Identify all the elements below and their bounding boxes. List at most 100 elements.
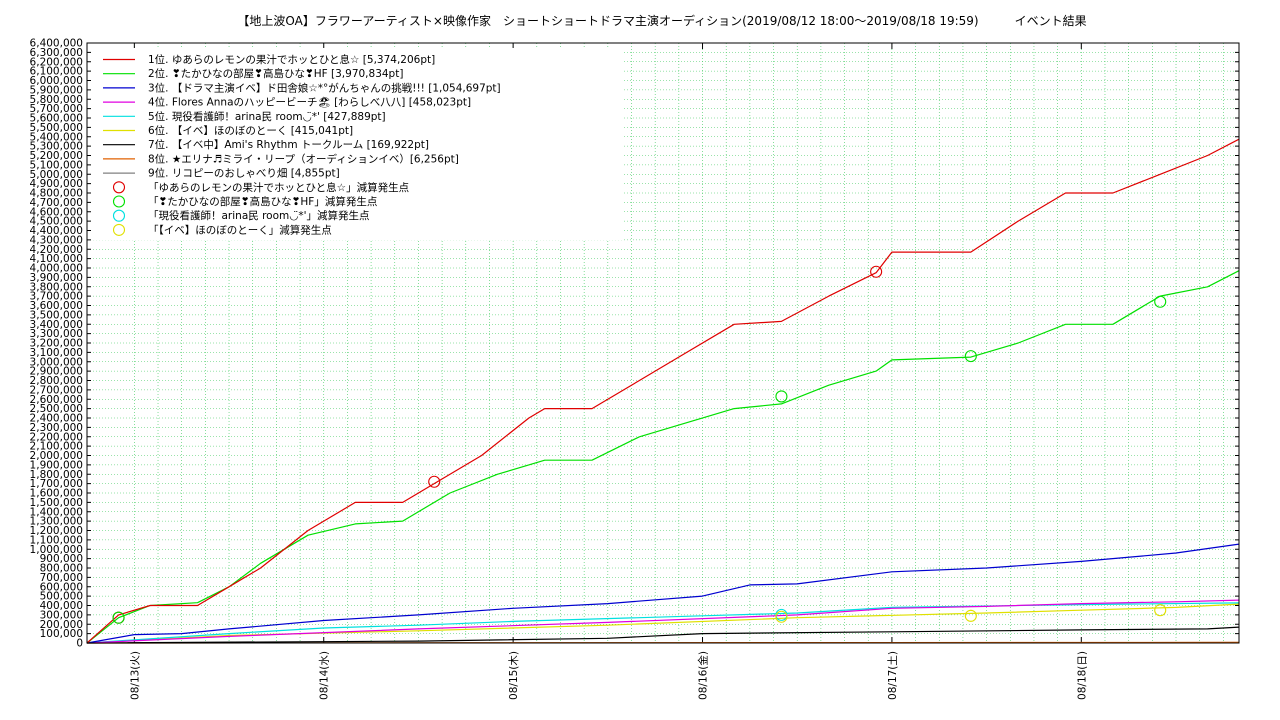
y-tick-label: 3,200,000 [30,338,83,350]
marker-point-4 [964,609,977,622]
y-tick-label: 3,400,000 [30,319,83,331]
y-tick-label: 300,000 [40,609,83,621]
legend-entry-6: 6位. 【イベ】ほのぼのとーく [415,041pt] [148,124,353,137]
y-tick-label: 0 [76,638,83,650]
marker-point-1 [428,475,441,488]
legend-marker-label-1: 「ゆあらのレモンの果汁でホッとひと息☆」減算発生点 [148,181,409,194]
y-tick-label: 2,600,000 [30,394,83,406]
y-tick-label: 3,500,000 [30,309,83,321]
legend-entry-7: 7位. 【イベ中】Ami's Rhythm トークルーム [169,922pt] [148,138,429,151]
legend-marker-label-2: 「❣たかひなの部屋❣高島ひな❣HF」減算発生点 [148,195,377,208]
marker-point-2 [1154,295,1167,308]
y-tick-label: 4,200,000 [30,244,83,256]
y-tick-label: 1,800,000 [30,469,83,481]
marker-point-2 [964,350,977,363]
y-tick-label: 2,800,000 [30,375,83,387]
y-tick-label: 900,000 [40,553,83,565]
x-tick-label: 08/14(水) [319,651,331,700]
y-tick-label: 400,000 [40,600,83,612]
marker-point-4 [1154,604,1167,617]
y-tick-label: 2,700,000 [30,384,83,396]
y-tick-label: 5,300,000 [30,141,83,153]
y-tick-label: 2,500,000 [30,403,83,415]
legend-marker-1 [112,181,126,194]
marker-point-2 [775,390,788,403]
marker-point-1 [870,265,883,278]
legend-entry-2: 2位. ❣たかひなの部屋❣高島ひな❣HF [3,970,834pt] [148,67,403,80]
legend-entry-1: 1位. ゆあらのレモンの果汁でホッとひと息☆ [5,374,206pt] [148,53,435,66]
legend-entry-5: 5位. 現役看護師！arina民 room◡̈*' [427,889pt] [148,110,386,123]
y-tick-label: 4,500,000 [30,216,83,228]
x-tick-label: 08/18(日) [1076,651,1088,700]
y-tick-label: 5,700,000 [30,103,83,115]
y-tick-label: 1,400,000 [30,506,83,518]
y-tick-label: 4,700,000 [30,197,83,209]
y-tick-label: 1,700,000 [30,478,83,490]
y-tick-label: 4,900,000 [30,178,83,190]
x-tick-label: 08/16(金) [697,651,710,700]
x-tick-label: 08/15(木) [508,651,520,700]
y-axis: 0100,000200,000300,000400,000500,000600,… [30,38,1239,650]
y-tick-label: 3,600,000 [30,300,83,312]
series-line-3 [86,543,1240,644]
y-tick-label: 1,000,000 [30,544,83,556]
y-tick-label: 2,000,000 [30,450,83,462]
y-tick-label: 6,100,000 [30,66,83,78]
y-tick-label: 1,600,000 [30,488,83,500]
y-tick-label: 4,400,000 [30,225,83,237]
y-tick-label: 6,300,000 [30,47,83,59]
y-tick-label: 700,000 [40,572,83,584]
y-tick-label: 1,500,000 [30,497,83,509]
legend: 1位. ゆあらのレモンの果汁でホッとひと息☆ [5,374,206pt]2位. … [92,48,624,240]
legend-marker-label-4: 「【イベ】ほのぼのとーく」減算発生点 [148,223,332,236]
legend-marker-3 [112,209,126,222]
y-tick-label: 500,000 [40,591,83,603]
series-line-7 [86,626,1240,644]
y-tick-label: 800,000 [40,563,83,575]
y-tick-label: 4,000,000 [30,263,83,275]
legend-marker-4 [112,223,126,236]
x-tick-label: 08/13(火) [129,651,141,700]
y-tick-label: 6,200,000 [30,56,83,68]
y-tick-label: 3,300,000 [30,328,83,340]
y-tick-label: 5,100,000 [30,159,83,171]
series-line-6 [86,603,1240,644]
y-tick-label: 5,600,000 [30,113,83,125]
y-tick-label: 1,200,000 [30,525,83,537]
y-tick-label: 5,500,000 [30,122,83,134]
y-tick-label: 3,700,000 [30,291,83,303]
y-tick-label: 2,200,000 [30,431,83,443]
y-tick-label: 6,000,000 [30,75,83,87]
legend-entry-8: 8位. ★エリナ♬ミライ・リープ（オーディションイベ）[6,256pt] [148,152,459,165]
y-tick-label: 2,400,000 [30,413,83,425]
x-axis: 08/13(火) 08/14(水) 08/15(木) 08/16(金) 08/17(土)… [129,43,1088,700]
legend-box [92,48,624,240]
series-line-1 [86,138,1240,644]
y-tick-label: 5,400,000 [30,131,83,143]
y-tick-label: 1,300,000 [30,516,83,528]
legend-marker-label-3: 「現役看護師！arina民 room◡̈*'」減算発生点 [148,209,370,222]
y-tick-label: 2,300,000 [30,422,83,434]
chart-title: 【地上波OA】フラワーアーティスト×映像作家 ショートショートドラマ主演オーディ… [237,13,1086,28]
legend-entry-4: 4位. Flores Annaのハッピービーチ🏖 [わらしべ八八] [458,0… [148,96,471,109]
y-tick-label: 3,800,000 [30,281,83,293]
y-tick-label: 1,900,000 [30,459,83,471]
y-tick-label: 4,300,000 [30,234,83,246]
y-tick-label: 200,000 [40,619,83,631]
y-tick-label: 3,000,000 [30,356,83,368]
marker-point-2 [112,611,125,624]
y-tick-label: 3,900,000 [30,272,83,284]
y-tick-label: 4,600,000 [30,206,83,218]
plot-frame [86,42,1240,644]
y-tick-label: 5,200,000 [30,150,83,162]
y-tick-label: 1,100,000 [30,534,83,546]
legend-entry-3: 3位. 【ドラマ主演イベ】ド田舎娘☆*°がんちゃんの挑戦!!! [1,054,6… [148,81,501,94]
y-tick-label: 5,800,000 [30,94,83,106]
series-line-4 [86,599,1240,644]
y-tick-label: 2,100,000 [30,441,83,453]
x-tick-label: 08/17(土) [886,651,899,700]
y-tick-label: 4,100,000 [30,253,83,265]
marker-points [112,265,1167,624]
y-tick-label: 3,100,000 [30,347,83,359]
